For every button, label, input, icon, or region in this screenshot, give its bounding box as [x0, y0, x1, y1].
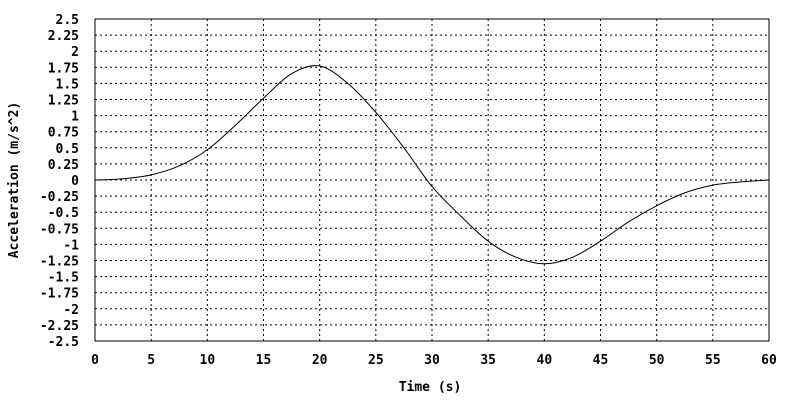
y-tick-labels: 2.52.2521.751.51.2510.750.50.250-0.25-0.…: [40, 13, 79, 350]
y-tick-label: 1.25: [48, 94, 79, 109]
x-tick-label: 30: [424, 353, 440, 368]
y-tick-label: -1: [63, 238, 79, 253]
y-tick-label: 1.5: [56, 77, 79, 92]
y-tick-label: 1: [71, 110, 79, 125]
x-tick-label: 60: [761, 353, 777, 368]
y-tick-label: 0.75: [48, 126, 79, 141]
y-tick-label: -2.25: [40, 319, 79, 334]
y-tick-label: 2.25: [48, 29, 79, 44]
y-tick-label: 0.25: [48, 158, 79, 173]
y-tick-label: 2.5: [56, 13, 79, 28]
x-tick-labels: 0 5 10 15 20 25 30 35 40 45 50 55 60: [91, 353, 777, 368]
x-tick-label: 10: [200, 353, 216, 368]
y-tick-label: -0.25: [40, 190, 79, 205]
y-tick-label: -2: [63, 303, 79, 318]
x-tick-label: 5: [147, 353, 155, 368]
x-tick-label: 0: [91, 353, 99, 368]
x-tick-label: 35: [480, 353, 496, 368]
y-axis-label: Acceleration (m/s^2): [7, 102, 22, 259]
x-tick-label: 40: [537, 353, 553, 368]
y-tick-label: -0.5: [48, 206, 79, 221]
y-tick-label: 1.75: [48, 61, 79, 76]
y-tick-label: 0.5: [56, 142, 79, 157]
x-tick-label: 15: [256, 353, 272, 368]
x-tick-label: 50: [649, 353, 665, 368]
x-axis-label: Time (s): [399, 380, 462, 395]
y-tick-label: -1.5: [48, 271, 79, 286]
y-tick-label: -2.5: [48, 335, 79, 350]
x-tick-label: 55: [705, 353, 721, 368]
y-tick-label: 0: [71, 174, 79, 189]
x-tick-label: 20: [312, 353, 328, 368]
series-line-0: [94, 65, 770, 265]
y-tick-label: -1.75: [40, 287, 79, 302]
y-tick-label: -0.75: [40, 222, 79, 237]
y-tick-label: 2: [71, 45, 79, 60]
x-tick-label: 25: [368, 353, 384, 368]
series-layer: [94, 65, 770, 265]
y-tick-label: -1.25: [40, 255, 79, 270]
grid-lines: [95, 19, 769, 341]
x-tick-label: 45: [593, 353, 609, 368]
